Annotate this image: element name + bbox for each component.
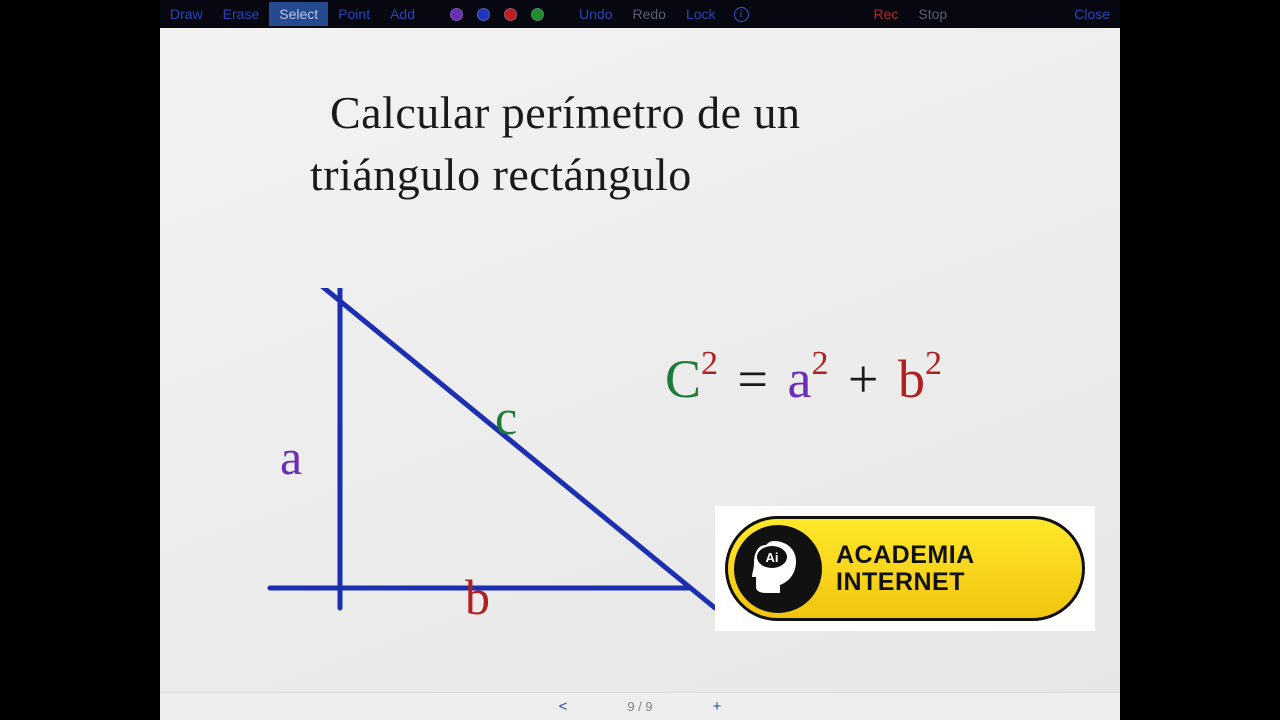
formula-b: b	[898, 349, 925, 409]
formula-c: C	[665, 349, 701, 409]
logo-text: ACADEMIA INTERNET	[836, 542, 975, 595]
stop-button[interactable]: Stop	[908, 2, 957, 26]
logo-text-line1: ACADEMIA	[836, 542, 975, 568]
add-button[interactable]: Add	[380, 2, 425, 26]
color-green[interactable]	[531, 8, 544, 21]
formula-a-exp: 2	[811, 345, 828, 382]
logo-text-line2: INTERNET	[836, 569, 975, 595]
draw-button[interactable]: Draw	[160, 2, 213, 26]
triangle-drawing	[250, 288, 750, 648]
formula-c-exp: 2	[701, 345, 718, 382]
point-button[interactable]: Point	[328, 2, 380, 26]
select-button[interactable]: Select	[269, 2, 328, 26]
svg-text:Ai: Ai	[766, 550, 779, 565]
label-b: b	[465, 568, 490, 626]
page-indicator: 9 / 9	[627, 699, 652, 714]
label-a: a	[280, 428, 302, 486]
app-frame: Draw Erase Select Point Add Undo Redo Lo…	[160, 0, 1120, 720]
title-line-2: triángulo rectángulo	[310, 148, 692, 201]
formula-b-exp: 2	[925, 345, 942, 382]
color-purple[interactable]	[450, 8, 463, 21]
close-button[interactable]: Close	[1064, 2, 1120, 26]
toolbar: Draw Erase Select Point Add Undo Redo Lo…	[160, 0, 1120, 28]
formula-eq: =	[738, 349, 768, 409]
academia-internet-logo: Ai ACADEMIA INTERNET	[715, 506, 1095, 631]
label-c: c	[495, 388, 517, 446]
formula-a: a	[788, 349, 812, 409]
whiteboard-canvas[interactable]: Calcular perímetro de un triángulo rectá…	[160, 28, 1120, 692]
title-line-1: Calcular perímetro de un	[330, 86, 801, 139]
color-red[interactable]	[504, 8, 517, 21]
footer-bar: < 9 / 9 +	[160, 692, 1120, 720]
logo-badge: Ai ACADEMIA INTERNET	[725, 516, 1085, 621]
redo-button[interactable]: Redo	[622, 2, 675, 26]
undo-button[interactable]: Undo	[569, 2, 622, 26]
pythagoras-formula: C2 = a2 + b2	[665, 348, 942, 410]
lock-button[interactable]: Lock	[676, 2, 726, 26]
prev-page-button[interactable]: <	[559, 698, 568, 715]
formula-plus: +	[848, 349, 878, 409]
logo-head-icon: Ai	[734, 525, 822, 613]
rec-button[interactable]: Rec	[864, 2, 909, 26]
color-blue[interactable]	[477, 8, 490, 21]
info-icon[interactable]: i	[734, 7, 749, 22]
erase-button[interactable]: Erase	[213, 2, 270, 26]
next-page-button[interactable]: +	[713, 698, 722, 715]
